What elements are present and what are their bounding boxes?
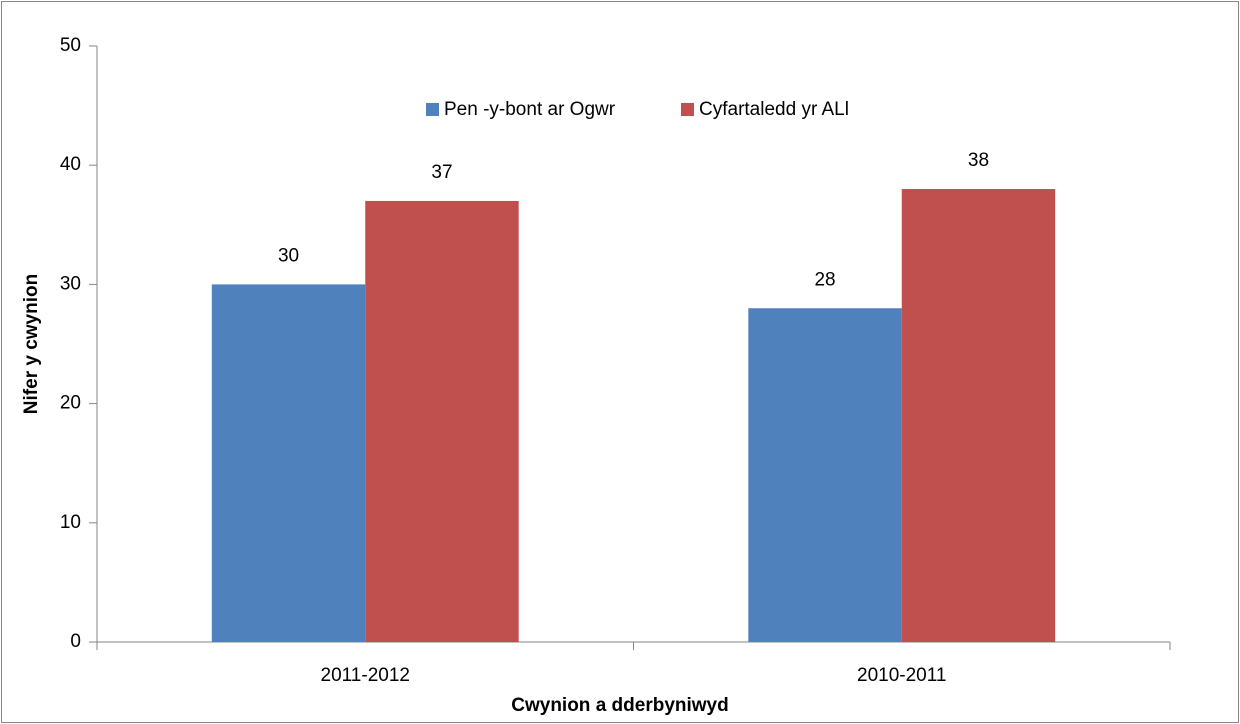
legend-label: Cyfartaledd yr ALl (699, 99, 849, 120)
bar (748, 308, 902, 642)
x-tick-label: 2011-2012 (321, 665, 410, 686)
y-tick-label: 30 (60, 273, 81, 294)
legend-label: Pen -y-bont ar Ogwr (444, 99, 616, 120)
y-tick-label: 20 (60, 393, 81, 414)
y-axis-title: Nifer y cwynion (21, 274, 42, 414)
legend-swatch (426, 103, 439, 116)
legend-swatch (681, 103, 694, 116)
data-label: 30 (278, 245, 299, 266)
bar (901, 189, 1056, 643)
bar (365, 200, 519, 642)
y-tick-label: 0 (70, 631, 81, 652)
bar (211, 284, 366, 642)
y-tick-label: 10 (60, 512, 81, 533)
x-axis-title: Cwynion a dderbyniwyd (511, 695, 728, 716)
data-label: 28 (814, 269, 835, 290)
data-label: 37 (431, 162, 452, 183)
y-tick-label: 50 (60, 35, 81, 56)
y-tick-label: 40 (60, 154, 81, 175)
x-tick-label: 2010-2011 (857, 665, 946, 686)
data-label: 38 (968, 150, 989, 171)
